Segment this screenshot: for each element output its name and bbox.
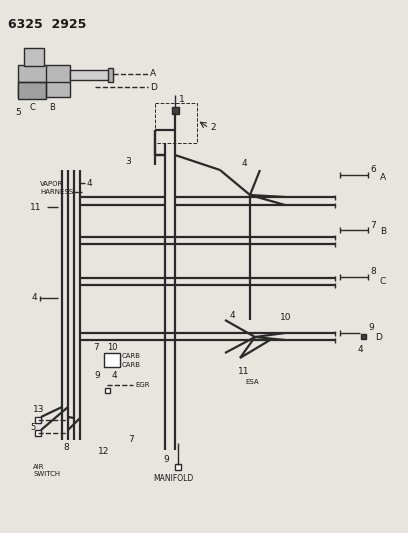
Text: 2: 2 (210, 124, 215, 133)
Text: 10: 10 (107, 343, 117, 352)
Text: 9: 9 (368, 324, 374, 333)
Text: 4: 4 (242, 158, 248, 167)
Bar (361, 334, 366, 338)
Bar (171, 107, 179, 114)
Text: 3: 3 (125, 157, 131, 166)
Text: A: A (150, 69, 156, 78)
Text: 4: 4 (358, 345, 364, 354)
Bar (70, 70, 110, 80)
Text: 7: 7 (370, 221, 376, 230)
Bar (104, 353, 120, 367)
Text: CARB: CARB (122, 362, 141, 368)
Bar (108, 68, 113, 82)
Text: B: B (49, 103, 55, 112)
Bar (155, 103, 197, 143)
Text: AIR
SWITCH: AIR SWITCH (33, 464, 60, 477)
Text: 5: 5 (30, 423, 35, 432)
Bar (18, 82, 46, 99)
Text: 13: 13 (33, 406, 44, 415)
Text: 4: 4 (87, 179, 93, 188)
Text: 6325  2925: 6325 2925 (8, 18, 86, 31)
Text: B: B (380, 228, 386, 237)
Text: 1: 1 (179, 95, 185, 104)
Text: 10: 10 (280, 313, 291, 322)
Bar (24, 48, 44, 66)
Text: 4: 4 (112, 372, 118, 381)
Text: C: C (29, 103, 35, 112)
Text: A: A (380, 174, 386, 182)
Bar (35, 417, 41, 423)
Text: 11: 11 (238, 367, 250, 376)
Text: ESA: ESA (245, 379, 259, 385)
Text: 6: 6 (370, 166, 376, 174)
Text: 8: 8 (63, 443, 69, 453)
Text: 7: 7 (128, 435, 134, 445)
Text: 12: 12 (98, 448, 109, 456)
Text: 11: 11 (30, 203, 42, 212)
Text: D: D (150, 83, 157, 92)
Bar (18, 65, 70, 97)
Text: VAPOR
HARNESS: VAPOR HARNESS (40, 182, 73, 195)
Text: 4: 4 (32, 294, 38, 303)
Text: 5: 5 (15, 108, 21, 117)
Text: C: C (380, 278, 386, 287)
Text: CARB: CARB (122, 353, 141, 359)
Text: 4: 4 (230, 311, 236, 319)
Text: D: D (375, 333, 382, 342)
Text: 9: 9 (94, 370, 100, 379)
Bar (104, 387, 109, 392)
Bar (175, 464, 181, 470)
Text: 7: 7 (93, 343, 99, 352)
Text: MANIFOLD: MANIFOLD (153, 474, 193, 483)
Text: EGR: EGR (135, 382, 149, 388)
Text: 9: 9 (163, 456, 169, 464)
Text: 8: 8 (370, 268, 376, 277)
Bar (35, 430, 41, 436)
